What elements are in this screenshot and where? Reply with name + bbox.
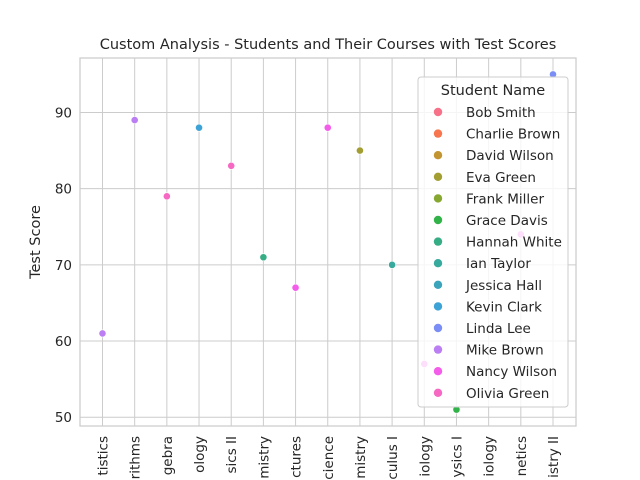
legend-marker — [433, 367, 443, 376]
legend-marker — [433, 129, 443, 138]
x-tick-label: culus I — [385, 436, 401, 480]
legend-marker — [433, 237, 443, 246]
legend-label: Hannah White — [466, 235, 562, 251]
x-tick-label: cience — [321, 436, 337, 480]
legend-label: Ian Taylor — [466, 256, 531, 272]
legend-title: Student Name — [441, 83, 546, 99]
data-point — [227, 161, 236, 170]
x-tick-label: ysics I — [449, 436, 465, 478]
legend-marker — [433, 215, 443, 225]
y-tick-label: 60 — [55, 334, 72, 350]
legend-marker — [433, 151, 443, 160]
legend-label: Olivia Green — [466, 386, 549, 402]
data-point — [291, 283, 300, 292]
y-tick-label: 90 — [55, 105, 72, 121]
legend-marker — [433, 302, 443, 311]
legend-marker — [433, 172, 443, 181]
x-tick-label: mistry — [353, 436, 369, 479]
y-tick-labels: 50 60 70 80 90 — [55, 105, 72, 426]
legend-label: Linda Lee — [466, 321, 531, 337]
legend-marker — [433, 280, 443, 289]
x-tick-label: iology — [482, 436, 498, 477]
legend-label: Mike Brown — [466, 343, 544, 359]
legend-label: Eva Green — [466, 170, 536, 186]
legend-marker — [433, 107, 443, 117]
x-tick-labels: tistics rithms gebra ology sics II mistry ctur… — [96, 436, 563, 480]
x-tick-label: sics II — [224, 436, 240, 474]
legend-marker — [433, 259, 443, 268]
y-axis-label: Test Score — [28, 205, 44, 280]
legend-label: Kevin Clark — [466, 299, 542, 315]
chart-title: Custom Analysis - Students and Their Cou… — [100, 37, 557, 53]
legend-label: Jessica Hall — [465, 278, 542, 294]
legend-marker — [433, 345, 443, 354]
x-tick-label: rithms — [128, 436, 144, 479]
x-tick-label: ology — [192, 436, 208, 473]
data-point — [356, 146, 364, 155]
x-tick-label: ctures — [289, 436, 305, 478]
legend-label: Nancy Wilson — [466, 364, 557, 380]
plot-frame — [79, 57, 577, 427]
legend-marker — [433, 194, 443, 203]
data-point — [162, 192, 171, 201]
x-tick-label: tistics — [96, 436, 112, 476]
x-tick-label: istry II — [546, 436, 562, 478]
x-tick-label: netics — [514, 436, 530, 476]
legend-label: Grace Davis — [466, 213, 548, 229]
legend-marker — [433, 323, 443, 333]
legend-label: David Wilson — [466, 148, 554, 164]
data-points — [98, 70, 557, 414]
y-tick-label: 50 — [55, 410, 72, 426]
data-point — [323, 123, 332, 132]
legend-entries: Bob Smith Charlie Brown David Wilson Eva Gr… — [433, 105, 562, 402]
data-point — [388, 260, 397, 269]
legend-label: Frank Miller — [466, 191, 544, 207]
data-point — [195, 123, 203, 132]
y-tick-label: 70 — [55, 258, 72, 274]
x-tick-label: mistry — [256, 436, 272, 479]
legend-box — [417, 76, 569, 408]
x-tick-label: iology — [417, 436, 433, 477]
legend-label: Bob Smith — [466, 105, 536, 121]
legend-label: Charlie Brown — [466, 127, 560, 143]
legend: Student Name Bob Smith Charlie Brown David… — [417, 76, 569, 408]
data-point — [130, 116, 139, 124]
legend-marker — [433, 388, 443, 397]
x-tick-label: gebra — [160, 436, 176, 475]
y-tick-label: 80 — [55, 182, 72, 198]
data-point — [98, 329, 107, 338]
data-point — [259, 253, 268, 262]
